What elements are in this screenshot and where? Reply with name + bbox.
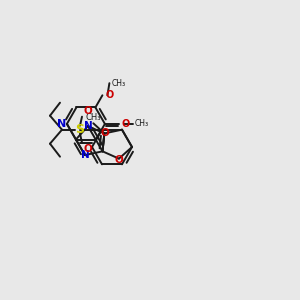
Text: O: O <box>105 90 114 100</box>
Text: CH₃: CH₃ <box>111 79 125 88</box>
Text: O: O <box>83 144 92 154</box>
Text: O: O <box>115 154 123 165</box>
Text: O: O <box>83 106 92 116</box>
Text: N: N <box>84 121 92 131</box>
Text: O: O <box>122 119 130 129</box>
Text: N: N <box>57 119 67 129</box>
Text: S: S <box>76 123 85 136</box>
Text: CH₃: CH₃ <box>85 113 101 122</box>
Text: CH₃: CH₃ <box>135 119 149 128</box>
Text: O: O <box>100 128 109 138</box>
Text: N: N <box>80 150 89 160</box>
